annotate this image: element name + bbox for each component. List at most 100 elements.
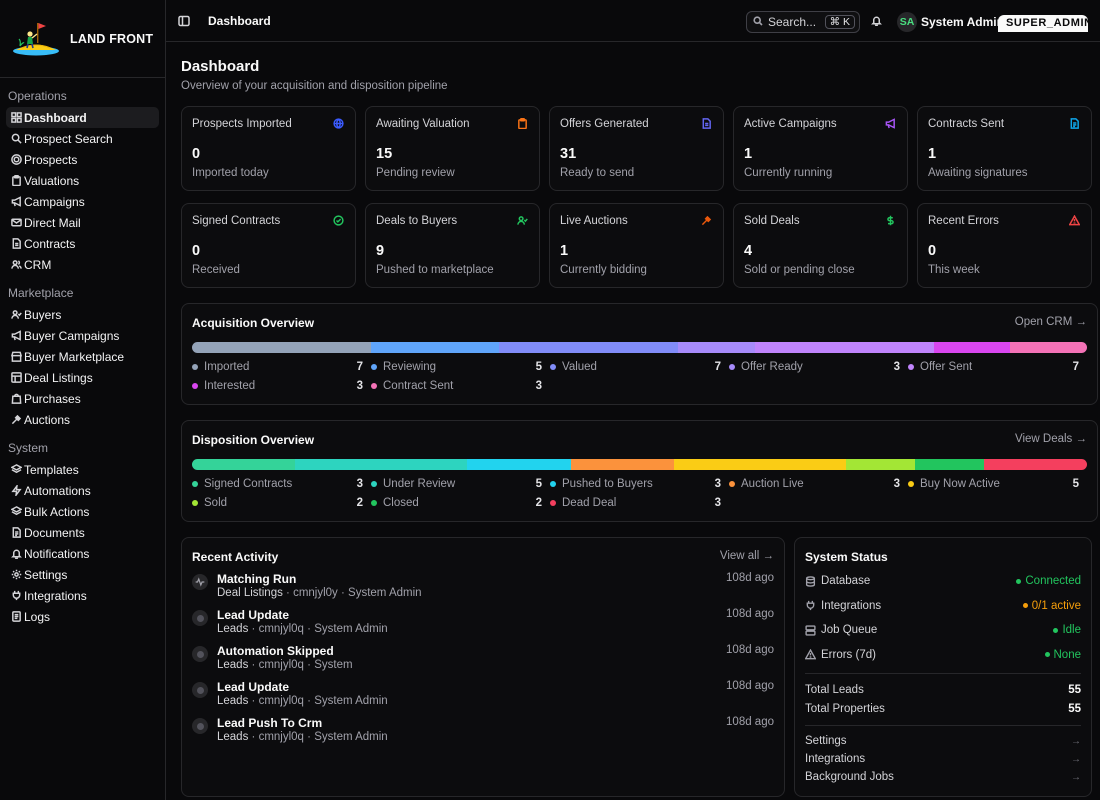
sidebar-item-auctions[interactable]: Auctions bbox=[6, 409, 159, 430]
status-totals: Total Leads 55 Total Properties 55 bbox=[805, 680, 1081, 719]
avatar[interactable]: SA bbox=[897, 12, 917, 32]
sidebar-item-valuations[interactable]: Valuations bbox=[6, 170, 159, 191]
stat-value: 31 bbox=[560, 146, 577, 162]
bell-icon[interactable] bbox=[871, 15, 882, 29]
gear-icon bbox=[8, 567, 24, 583]
search-icon bbox=[8, 131, 24, 147]
status-title: System Status bbox=[805, 550, 888, 564]
activity-item[interactable]: Lead Update Leads · cmnjyl0q · System Adm… bbox=[192, 680, 774, 708]
sidebar-item-label: Prospects bbox=[24, 152, 78, 167]
view-deals-link[interactable]: View Deals → bbox=[1014, 433, 1087, 445]
legend-dot bbox=[192, 500, 198, 506]
sidebar-item-settings[interactable]: Settings bbox=[6, 564, 159, 585]
activity-title: Lead Update bbox=[217, 608, 290, 622]
file-icon bbox=[8, 236, 24, 252]
stat-card-signed-contracts[interactable]: Signed Contracts 0 Received bbox=[181, 203, 356, 288]
sidebar-item-label: Auctions bbox=[24, 412, 71, 427]
target-icon bbox=[8, 152, 24, 168]
total-total-leads: Total Leads 55 bbox=[805, 680, 1081, 700]
stat-card-contracts-sent[interactable]: Contracts Sent 1 Awaiting signatures bbox=[917, 106, 1092, 191]
status-link-integrations[interactable]: Integrations → bbox=[805, 750, 1081, 768]
bar-segment-signed-contracts bbox=[192, 459, 296, 470]
legend-label: Dead Deal bbox=[562, 497, 617, 509]
sidebar-toggle-icon[interactable] bbox=[178, 14, 192, 28]
nav-group-operations: Operations Dashboard Prospect Search Prospe… bbox=[0, 86, 165, 275]
status-label: Job Queue bbox=[821, 624, 878, 637]
sidebar-item-direct-mail[interactable]: Direct Mail bbox=[6, 212, 159, 233]
sidebar-item-bulk-actions[interactable]: Bulk Actions bbox=[6, 501, 159, 522]
globe-icon bbox=[333, 118, 345, 130]
open-crm-link[interactable]: Open CRM → bbox=[1014, 316, 1087, 328]
stat-subtext: Awaiting signatures bbox=[928, 167, 1028, 179]
stat-card-active-campaigns[interactable]: Active Campaigns 1 Currently running bbox=[733, 106, 908, 191]
sidebar-item-integrations[interactable]: Integrations bbox=[6, 585, 159, 606]
plug-icon bbox=[805, 599, 819, 613]
sidebar-item-templates[interactable]: Templates bbox=[6, 459, 159, 480]
stat-label: Prospects Imported bbox=[192, 118, 292, 130]
stat-value: 0 bbox=[928, 243, 937, 259]
activity-item[interactable]: Automation Skipped Leads · cmnjyl0q · Sys… bbox=[192, 644, 774, 672]
legend-label: Under Review bbox=[383, 478, 456, 490]
sidebar-item-documents[interactable]: Documents bbox=[6, 522, 159, 543]
stat-card-awaiting-valuation[interactable]: Awaiting Valuation 15 Pending review bbox=[365, 106, 540, 191]
stat-card-prospects-imported[interactable]: Prospects Imported 0 Imported today bbox=[181, 106, 356, 191]
legend-value: 3 bbox=[714, 497, 721, 509]
sidebar-item-buyer-campaigns[interactable]: Buyer Campaigns bbox=[6, 325, 159, 346]
stat-card-sold-deals[interactable]: Sold Deals 4 Sold or pending close bbox=[733, 203, 908, 288]
stat-label: Sold Deals bbox=[744, 215, 800, 227]
sidebar-item-purchases[interactable]: Purchases bbox=[6, 388, 159, 409]
legend-value: 7 bbox=[356, 361, 363, 373]
sidebar-item-label: Prospect Search bbox=[24, 131, 113, 146]
nav-heading: Marketplace bbox=[8, 286, 74, 300]
activity-item[interactable]: Matching Run Deal Listings · cmnjyl0y · S… bbox=[192, 572, 774, 600]
store-icon bbox=[8, 349, 24, 365]
sidebar-item-dashboard[interactable]: Dashboard bbox=[6, 107, 159, 128]
view-all-link[interactable]: View all → bbox=[719, 550, 774, 562]
alert-triangle-icon bbox=[805, 648, 819, 662]
stat-value: 4 bbox=[744, 243, 753, 259]
bar-segment-auction-live bbox=[570, 459, 674, 470]
legend-value: 7 bbox=[714, 361, 721, 373]
sidebar-item-logs[interactable]: Logs bbox=[6, 606, 159, 627]
activity-item[interactable]: Lead Push To Crm Leads · cmnjyl0q · Syste… bbox=[192, 716, 774, 744]
sidebar-item-notifications[interactable]: Notifications bbox=[6, 543, 159, 564]
acquisition-overview: Acquisition Overview Open CRM → Imported… bbox=[181, 303, 1098, 405]
sidebar-item-campaigns[interactable]: Campaigns bbox=[6, 191, 159, 212]
stat-card-live-auctions[interactable]: Live Auctions 1 Currently bidding bbox=[549, 203, 724, 288]
sidebar-item-contracts[interactable]: Contracts bbox=[6, 233, 159, 254]
status-link-settings[interactable]: Settings → bbox=[805, 732, 1081, 750]
sidebar-item-automations[interactable]: Automations bbox=[6, 480, 159, 501]
activity-actor: System bbox=[314, 659, 353, 671]
layers-icon bbox=[8, 462, 24, 478]
legend-value: 2 bbox=[535, 497, 542, 509]
activity-entity: Deal Listings bbox=[217, 587, 283, 599]
stat-card-deals-to-buyers[interactable]: Deals to Buyers 9 Pushed to marketplace bbox=[365, 203, 540, 288]
sidebar-item-prospect-search[interactable]: Prospect Search bbox=[6, 128, 159, 149]
stat-card-recent-errors[interactable]: Recent Errors 0 This week bbox=[917, 203, 1092, 288]
users-icon bbox=[8, 257, 24, 273]
activity-entity: Leads bbox=[217, 731, 249, 743]
legend-item-pushed-to-buyers: Pushed to Buyers 3 bbox=[550, 476, 729, 492]
sidebar-item-prospects[interactable]: Prospects bbox=[6, 149, 159, 170]
sidebar-item-label: Bulk Actions bbox=[24, 504, 90, 519]
legend-item-interested: Interested 3 bbox=[192, 378, 371, 394]
brand[interactable]: LAND FRONT bbox=[0, 0, 165, 78]
legend-value: 3 bbox=[356, 380, 363, 392]
stat-label: Recent Errors bbox=[928, 215, 999, 227]
check-circle-icon bbox=[333, 215, 345, 227]
status-link-background-jobs[interactable]: Background Jobs → bbox=[805, 768, 1081, 786]
sidebar-item-buyers[interactable]: Buyers bbox=[6, 304, 159, 325]
sidebar-item-deal-listings[interactable]: Deal Listings bbox=[6, 367, 159, 388]
activity-time: 108d ago bbox=[726, 680, 774, 692]
activity-meta: Leads · cmnjyl0q · System Admin bbox=[217, 623, 388, 635]
stat-card-offers-generated[interactable]: Offers Generated 31 Ready to send bbox=[549, 106, 724, 191]
sidebar-item-buyer-marketplace[interactable]: Buyer Marketplace bbox=[6, 346, 159, 367]
search-input[interactable]: Search... ⌘ K bbox=[746, 11, 860, 33]
activity-meta: Leads · cmnjyl0q · System Admin bbox=[217, 731, 388, 743]
sidebar-item-crm[interactable]: CRM bbox=[6, 254, 159, 275]
user-name[interactable]: System Admin bbox=[921, 15, 1004, 29]
activity-meta: Leads · cmnjyl0q · System bbox=[217, 659, 353, 671]
sidebar-item-label: Deal Listings bbox=[24, 370, 93, 385]
stat-subtext: Imported today bbox=[192, 167, 269, 179]
activity-item[interactable]: Lead Update Leads · cmnjyl0q · System Adm… bbox=[192, 608, 774, 636]
